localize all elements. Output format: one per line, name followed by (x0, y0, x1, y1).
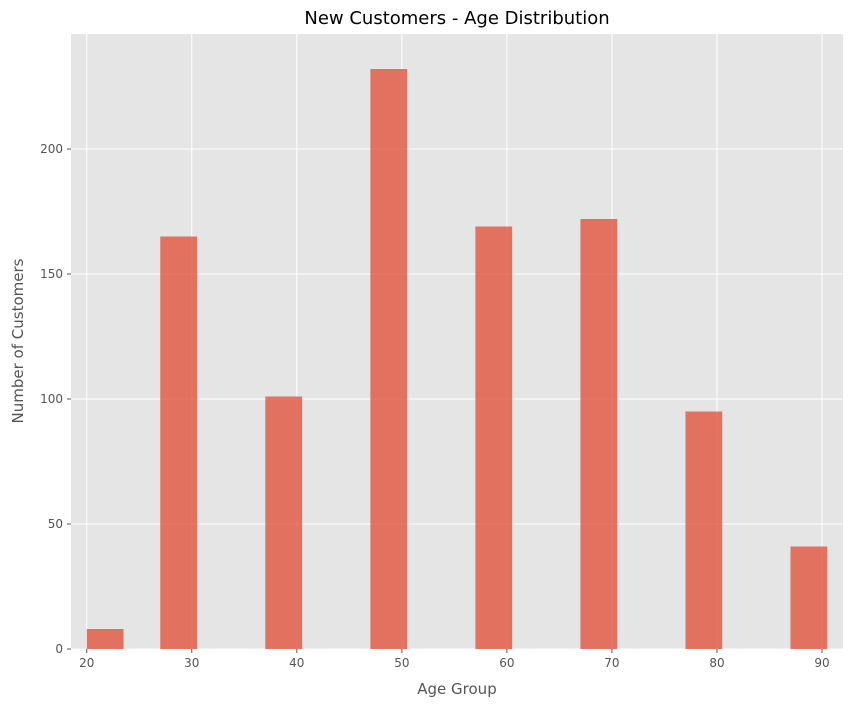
y-tick-label: 50 (48, 517, 63, 531)
x-tick-label: 40 (289, 656, 304, 670)
histogram-bar (265, 396, 303, 649)
histogram-bar (160, 236, 198, 649)
x-tick-label: 90 (814, 656, 829, 670)
y-tick-label: 200 (40, 142, 63, 156)
x-tick-label: 50 (394, 656, 409, 670)
histogram-bar (370, 69, 408, 649)
x-tick-label: 30 (184, 656, 199, 670)
histogram-bar (790, 546, 828, 649)
histogram-bar (685, 411, 723, 649)
histogram-bar (475, 226, 513, 649)
x-tick-label: 70 (604, 656, 619, 670)
y-tick-label: 100 (40, 392, 63, 406)
chart-title: New Customers - Age Distribution (304, 8, 609, 29)
bars (86, 69, 828, 649)
x-axis-label: Age Group (417, 680, 496, 698)
x-tick-label: 60 (499, 656, 514, 670)
y-ticks: 0 50 100 150 200 (40, 142, 71, 656)
y-axis-label: Number of Customers (9, 258, 27, 423)
y-tick-label: 0 (55, 642, 63, 656)
y-tick-label: 150 (40, 267, 63, 281)
x-ticks: 20 30 40 50 60 70 80 90 (79, 649, 830, 670)
x-tick-label: 80 (709, 656, 724, 670)
histogram-bar (86, 629, 124, 649)
x-tick-label: 20 (79, 656, 94, 670)
histogram-bar (580, 219, 618, 649)
